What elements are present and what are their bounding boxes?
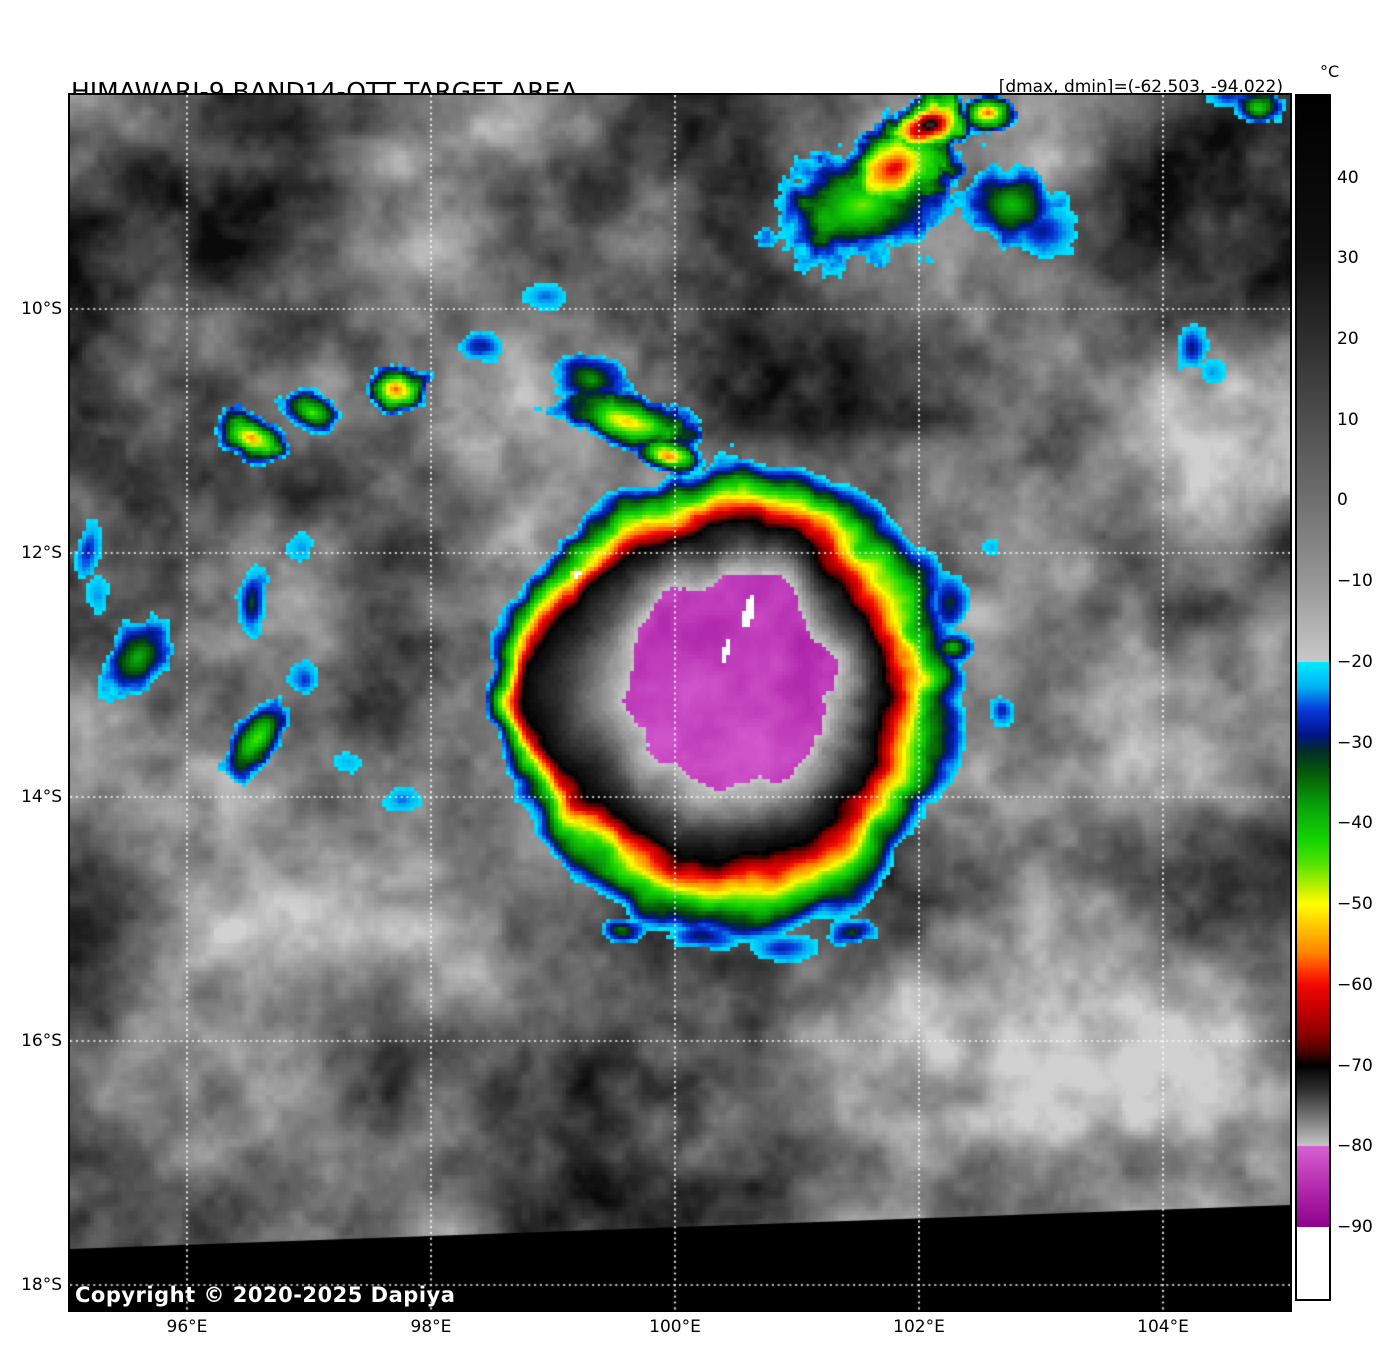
colorbar-tick-label: −80 — [1337, 1136, 1373, 1157]
colorbar-tick-label: −60 — [1337, 974, 1373, 995]
colorbar-tick-label: 0 — [1337, 490, 1348, 511]
colorbar-tick-label: −30 — [1337, 732, 1373, 753]
colorbar-tick-label: 10 — [1337, 409, 1359, 430]
page-title: HIMAWARI-9 BAND14-OTT TARGET AREA — [71, 77, 578, 106]
lat-tick-label: 14°S — [21, 786, 62, 807]
colorbar-tick-label: −40 — [1337, 813, 1373, 834]
colorbar-tick-label: 30 — [1337, 248, 1359, 269]
satellite-image — [70, 95, 1290, 1310]
colorbar-tick-label: −10 — [1337, 571, 1373, 592]
lat-tick-label: 10°S — [21, 298, 62, 319]
lon-tick-label: 102°E — [893, 1317, 945, 1337]
colorbar-tick-label: −90 — [1337, 1217, 1373, 1238]
colorbar-tick-label: −70 — [1337, 1055, 1373, 1076]
colorbar-tick-label: 40 — [1337, 167, 1359, 188]
lon-tick-label: 96°E — [166, 1317, 208, 1337]
colorbar-tick-label: 20 — [1337, 329, 1359, 350]
colorbar-tick-label: −50 — [1337, 894, 1373, 915]
lat-tick-label: 16°S — [21, 1030, 62, 1051]
lat-tick-label: 12°S — [21, 542, 62, 563]
map-plot-area: Copyright © 2020-2025 Dapiya — [68, 93, 1292, 1312]
colorbar-gradient — [1297, 96, 1329, 1299]
lon-tick-label: 104°E — [1137, 1317, 1189, 1337]
lat-tick-label: 18°S — [21, 1274, 62, 1295]
colorbar — [1295, 94, 1331, 1301]
colorbar-tick-label: −20 — [1337, 651, 1373, 672]
copyright-watermark: Copyright © 2020-2025 Dapiya — [75, 1283, 456, 1307]
dmax-dmin-label: [dmax, dmin]=(-62.503, -94.022) — [998, 77, 1283, 97]
colorbar-unit-label: °C — [1320, 62, 1340, 81]
lon-tick-label: 98°E — [410, 1317, 452, 1337]
lon-tick-label: 100°E — [649, 1317, 701, 1337]
